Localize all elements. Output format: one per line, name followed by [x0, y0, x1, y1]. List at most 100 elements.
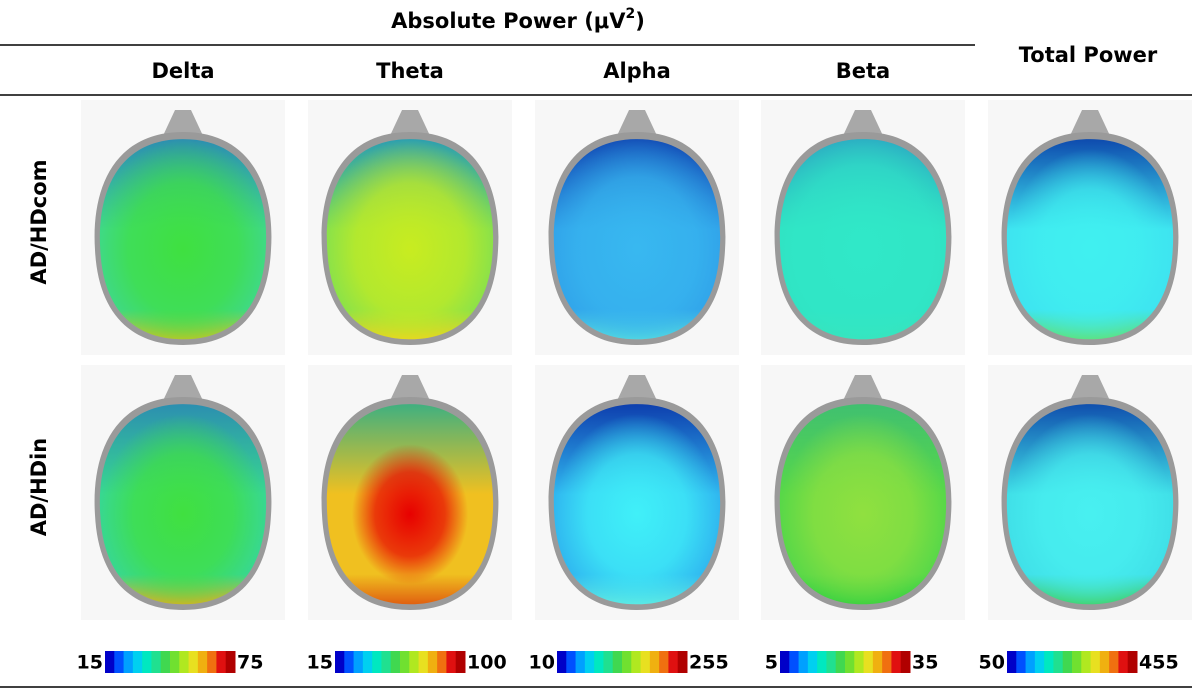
colorbar-segment	[807, 651, 818, 673]
colorbar-segment	[826, 651, 837, 673]
nose	[841, 375, 885, 405]
column-header: Total Power	[1019, 43, 1158, 67]
scale-min: 5	[765, 652, 778, 674]
colorbar-segment	[835, 651, 846, 673]
colorbar-segment	[197, 651, 208, 673]
colorbar-segment	[622, 651, 632, 673]
colorbar-segment	[381, 651, 392, 673]
colorbar-segment	[798, 651, 809, 673]
colorbar-segment	[659, 651, 669, 673]
scale-max: 35	[912, 652, 938, 674]
title-text: Absolute Power (μV	[391, 9, 626, 33]
colorbar-segment	[114, 651, 125, 673]
topo-blob	[1006, 139, 1174, 340]
colorbar-segment	[1053, 651, 1064, 673]
topo-blob	[326, 404, 494, 605]
colorbar-segment	[455, 651, 466, 673]
scale-max: 75	[237, 652, 263, 674]
topo-blob	[779, 404, 947, 605]
column-header: Alpha	[603, 59, 671, 83]
colorbar-segment	[409, 651, 420, 673]
colorbar-segment	[1007, 651, 1017, 673]
scale-min: 15	[307, 652, 333, 674]
scale-min: 10	[529, 652, 555, 674]
figure-title: Absolute Power (μV2)	[391, 6, 645, 33]
topo-blob	[553, 404, 721, 605]
colorbar-segment	[677, 651, 688, 673]
colorbar-segment	[372, 651, 382, 673]
colorbar-segment	[353, 651, 364, 673]
nose	[841, 110, 885, 140]
colorbar-segment	[668, 651, 679, 673]
colorbar-segment	[594, 651, 604, 673]
colorbar-segment	[575, 651, 586, 673]
colorbar-segment	[105, 651, 115, 673]
colorbar-segment	[1118, 651, 1129, 673]
colorbar-segment	[188, 651, 199, 673]
colorbar-segment	[872, 651, 883, 673]
column-header: Delta	[151, 59, 214, 83]
colorbar-segment	[1127, 651, 1138, 673]
nose	[388, 375, 432, 405]
colorbar-segment	[891, 651, 902, 673]
nose	[1068, 110, 1112, 140]
colorbar-segment	[400, 651, 410, 673]
row-label: AD/HDcom	[27, 159, 51, 284]
colorbar-segment	[427, 651, 438, 673]
nose	[615, 375, 659, 405]
title-suffix: )	[635, 9, 645, 33]
colorbar-segment	[1062, 651, 1073, 673]
colorbar-segment	[344, 651, 355, 673]
topo-blob	[1006, 404, 1174, 605]
maps	[81, 100, 1192, 673]
colorbar-segment	[882, 651, 892, 673]
colorbar-segment	[446, 651, 457, 673]
nose	[388, 110, 432, 140]
colorbar-segment	[225, 651, 236, 673]
colorbar-segment	[1072, 651, 1082, 673]
colorbar-segment	[863, 651, 874, 673]
scale-min: 50	[979, 652, 1005, 674]
colorbar-segment	[160, 651, 171, 673]
colorbar-segment	[1090, 651, 1101, 673]
colorbar-segment	[1109, 651, 1119, 673]
scale-max: 255	[689, 652, 729, 674]
topo-blob	[779, 139, 947, 340]
colorbar-segment	[132, 651, 143, 673]
colorbar-segment	[207, 651, 217, 673]
colorbar-segment	[845, 651, 855, 673]
colorbar-segment	[603, 651, 614, 673]
colorbar-segment	[900, 651, 911, 673]
colorbar-segment	[1044, 651, 1054, 673]
colorbar-segment	[566, 651, 577, 673]
colorbar-segment	[179, 651, 190, 673]
colorbar-segment	[817, 651, 827, 673]
colorbar-segment	[1081, 651, 1092, 673]
row-label: AD/HDin	[27, 438, 51, 537]
colorbar-segment	[631, 651, 642, 673]
column-header: Theta	[376, 59, 444, 83]
colorbar-segment	[216, 651, 227, 673]
scale-max: 100	[467, 652, 507, 674]
colorbar-segment	[584, 651, 595, 673]
scale-max: 455	[1139, 652, 1179, 674]
colorbar-segment	[170, 651, 180, 673]
topo-blob	[553, 139, 721, 340]
topo-blob	[99, 404, 267, 605]
colorbar-segment	[1016, 651, 1027, 673]
topo-blob	[326, 139, 494, 340]
scale-min: 15	[77, 652, 103, 674]
colorbar-segment	[780, 651, 790, 673]
colorbar-segment	[612, 651, 623, 673]
colorbar-segment	[640, 651, 651, 673]
nose	[161, 110, 205, 140]
colorbar-segment	[789, 651, 800, 673]
colorbar-segment	[418, 651, 429, 673]
colorbar-segment	[854, 651, 865, 673]
colorbar-segment	[1034, 651, 1045, 673]
colorbar-segment	[390, 651, 401, 673]
colorbar-segment	[123, 651, 134, 673]
title-superscript: 2	[626, 6, 636, 22]
column-header: Beta	[836, 59, 890, 83]
